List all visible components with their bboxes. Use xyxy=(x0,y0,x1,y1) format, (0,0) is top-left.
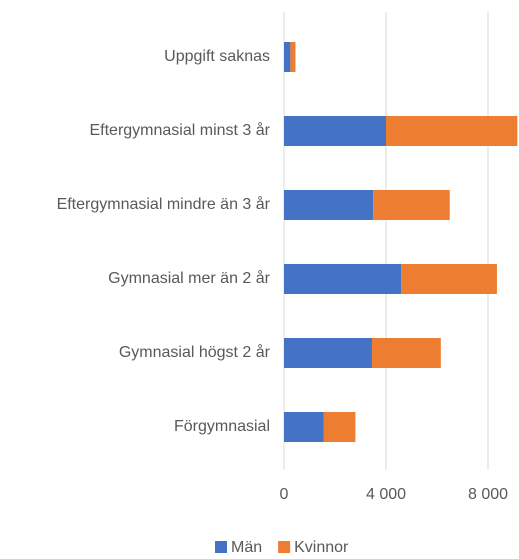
bar xyxy=(290,42,296,72)
bar xyxy=(401,264,497,294)
legend-label: Kvinnor xyxy=(294,539,349,556)
x-tick-label: 4 000 xyxy=(366,486,406,503)
bar xyxy=(371,338,441,368)
bar xyxy=(373,190,450,220)
bar xyxy=(284,338,372,368)
y-tick-label: Eftergymnasial mindre än 3 år xyxy=(56,196,270,213)
bar xyxy=(284,412,324,442)
legend-swatch xyxy=(215,541,227,553)
legend-label: Män xyxy=(231,539,262,556)
bar xyxy=(284,116,386,146)
y-tick-label: Uppgift saknas xyxy=(164,48,270,65)
bar xyxy=(323,412,356,442)
bar xyxy=(284,264,402,294)
bar xyxy=(284,190,374,220)
y-tick-label: Förgymnasial xyxy=(173,418,270,435)
y-tick-label: Gymnasial mer än 2 år xyxy=(108,270,270,287)
bar xyxy=(284,42,291,72)
bar xyxy=(386,116,518,146)
x-tick-label: 8 000 xyxy=(468,486,508,503)
y-tick-label: Gymnasial högst 2 år xyxy=(118,344,270,361)
legend-swatch xyxy=(278,541,291,553)
y-tick-label: Eftergymnasial minst 3 år xyxy=(89,122,270,139)
x-tick-label: 0 xyxy=(280,486,289,503)
